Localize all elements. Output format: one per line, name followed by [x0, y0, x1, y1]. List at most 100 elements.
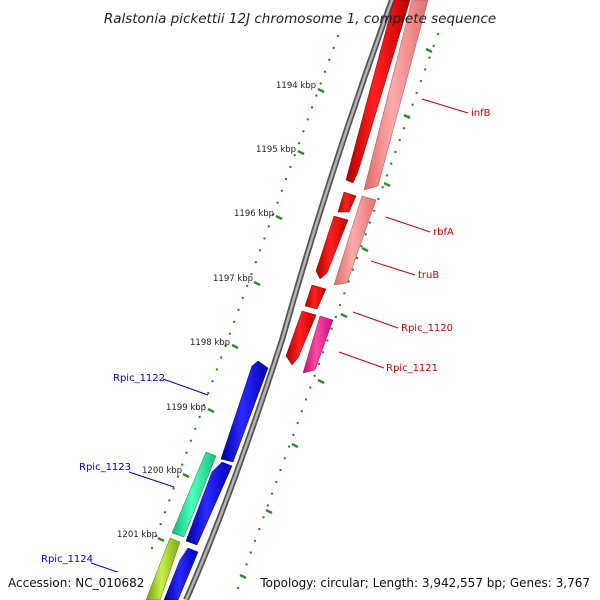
label-rpic_1122[interactable]: Rpic_1122: [113, 373, 165, 384]
forward-cds-track: [285, 0, 411, 366]
label-rbfA[interactable]: rbfA: [433, 227, 454, 238]
left-tick-dot: [215, 368, 219, 371]
tick-label-1194: 1194 kbp: [276, 81, 316, 91]
left-tick-dot: [181, 463, 184, 466]
left-tick-dot: [220, 356, 223, 359]
feature-rpic_1122-cds[interactable]: [220, 360, 269, 463]
right-tick-dot: [266, 504, 269, 507]
footer-summary-bg: [256, 572, 594, 592]
tick-right-2: [403, 113, 411, 120]
right-tick-dot: [287, 445, 291, 448]
right-tick-dot: [381, 186, 384, 189]
left-tick-dot: [315, 94, 318, 97]
left-tick-dot: [267, 225, 270, 228]
right-tick-dot: [347, 280, 350, 283]
right-tick-dot: [377, 197, 380, 201]
right-tick-dot: [436, 32, 440, 36]
feature-rpic_1124-cds[interactable]: [163, 547, 199, 600]
leader-rpic_1122: [162, 378, 209, 396]
leader-rpic_1121: [338, 351, 385, 369]
left-tick-dot: [254, 261, 257, 264]
left-tick-dot: [332, 46, 335, 50]
feature-rpic_1120-cds[interactable]: [304, 284, 327, 310]
right-tick-dot: [275, 480, 278, 484]
leader-rpic_1123: [128, 471, 175, 488]
left-tick-dot: [246, 284, 249, 288]
left-tick-dot: [306, 118, 309, 121]
footer-summary: Topology: circular; Length: 3,942,557 bp…: [259, 576, 590, 590]
right-tick-dot: [428, 56, 431, 59]
label-infB[interactable]: infB: [471, 108, 491, 119]
right-tick-dot: [262, 516, 265, 519]
tick-right-3: [383, 181, 391, 188]
kbp-ticks: [157, 47, 433, 580]
left-tick-dot: [228, 332, 232, 335]
feature-rpic_1123-gene[interactable]: [171, 451, 217, 538]
right-tick-dot: [385, 174, 389, 177]
feature-rpic_1124-gene[interactable]: [145, 537, 181, 600]
left-tick-dot: [258, 249, 262, 252]
left-tick-dot: [185, 451, 188, 454]
right-tick-dot: [253, 539, 257, 543]
label-rpic_1123[interactable]: Rpic_1123: [79, 462, 131, 473]
feature-rpic_1121-cds[interactable]: [285, 310, 317, 366]
right-tick-dot: [364, 233, 367, 236]
tick-1194: [317, 87, 325, 94]
feature-rpic_1121-gene[interactable]: [302, 315, 334, 374]
gene-labels: infB rbfA truB Rpic_1120 Rpic_1121 Rpic_…: [41, 108, 491, 565]
label-rpic_1120[interactable]: Rpic_1120: [401, 323, 453, 334]
right-tick-dot: [432, 44, 435, 47]
left-tick-dot: [224, 344, 227, 347]
left-tick-dot: [280, 189, 283, 192]
leader-rpic_1120: [352, 311, 399, 329]
right-tick-dot: [249, 551, 252, 554]
feature-rpic_1123-cds[interactable]: [185, 461, 233, 546]
feature-infB-cds[interactable]: [345, 0, 411, 184]
reverse-cds-track: [163, 360, 269, 600]
feature-rbfA-cds[interactable]: [337, 191, 357, 213]
right-tick-dot: [245, 563, 248, 566]
right-tick-dot: [321, 351, 325, 354]
label-truB[interactable]: truB: [418, 270, 439, 281]
tick-1197: [253, 280, 261, 287]
kbp-tick-labels: 1194 kbp 1195 kbp 1196 kbp 1197 kbp 1198…: [117, 81, 316, 540]
left-tick-dot: [194, 427, 197, 431]
right-tick-dot: [424, 68, 427, 71]
left-tick-dot: [336, 34, 340, 38]
map-title: Ralstonia pickettii 12J chromosome 1, co…: [104, 11, 496, 27]
left-tick-dot: [168, 499, 171, 502]
right-tick-dot: [283, 457, 286, 460]
left-tick-dot: [241, 296, 244, 300]
left-tick-dot: [211, 380, 214, 383]
tick-1201: [157, 536, 165, 543]
left-tick-dot: [150, 546, 154, 550]
left-tick-dot: [176, 475, 180, 478]
backbone: [183, 0, 395, 600]
tick-1198: [231, 343, 239, 350]
tick-1200: [182, 472, 190, 479]
right-tick-dot: [309, 386, 312, 389]
right-tick-dot: [258, 527, 261, 531]
left-tick-dot: [328, 58, 331, 61]
right-tick-dot: [398, 138, 401, 142]
left-tick-dot: [198, 415, 201, 419]
footer-accession-bg: [4, 572, 144, 592]
reverse-gene-track: [145, 451, 217, 600]
tick-label-1195: 1195 kbp: [256, 145, 296, 155]
left-tick-dot: [323, 70, 327, 73]
feature-rbfA-gene[interactable]: [333, 195, 377, 286]
feature-infB-gene[interactable]: [363, 0, 429, 191]
label-rpic_1121[interactable]: Rpic_1121: [386, 363, 438, 374]
left-tick-dot: [250, 272, 253, 276]
right-tick-dot: [317, 362, 321, 366]
left-tick-dot: [202, 403, 206, 407]
right-tick-dot: [330, 327, 333, 330]
right-tick-dot: [334, 315, 338, 319]
right-tick-dot: [326, 339, 329, 342]
right-tick-dot: [355, 256, 359, 260]
right-tick-dot: [360, 245, 363, 248]
feature-truB-cds[interactable]: [315, 215, 349, 280]
tick-1196: [275, 214, 283, 221]
left-tick-dot: [293, 153, 296, 157]
label-rpic_1124[interactable]: Rpic_1124: [41, 554, 93, 565]
